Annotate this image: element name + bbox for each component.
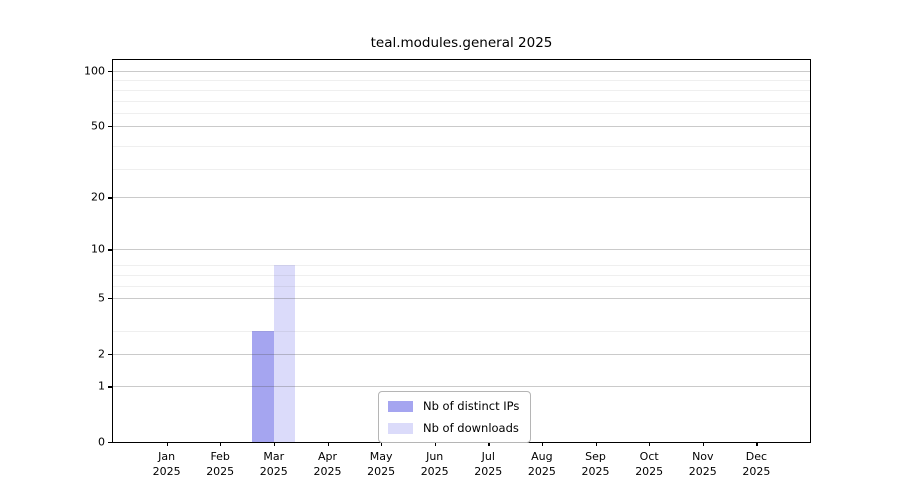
x-tick-mark xyxy=(166,442,168,446)
minor-gridline xyxy=(113,100,810,102)
y-tick-mark xyxy=(108,249,112,251)
x-tick-label: May 2025 xyxy=(351,449,411,479)
x-tick-month: Apr xyxy=(317,450,338,463)
x-tick-label: Apr 2025 xyxy=(298,449,358,479)
x-tick-mark xyxy=(381,442,383,446)
x-tick-month: Mar xyxy=(263,450,285,463)
x-tick-label: Nov 2025 xyxy=(673,449,733,479)
x-tick-month: Feb xyxy=(210,450,230,463)
minor-gridline xyxy=(113,145,810,147)
major-gridline xyxy=(113,249,810,251)
x-tick-year: 2025 xyxy=(420,465,449,478)
x-tick-year: 2025 xyxy=(581,465,610,478)
x-tick-mark xyxy=(702,442,705,446)
x-tick-label: Mar 2025 xyxy=(244,449,304,479)
x-tick-mark xyxy=(220,442,222,446)
minor-gridline xyxy=(113,265,810,267)
minor-gridline xyxy=(113,168,810,170)
minor-gridline xyxy=(113,113,810,114)
major-gridline xyxy=(113,71,810,73)
x-tick-month: Nov xyxy=(692,450,714,463)
y-tick-label: 10 xyxy=(91,242,105,256)
x-tick-year: 2025 xyxy=(527,465,556,478)
x-tick-month: Jul xyxy=(481,450,495,463)
y-tick-mark xyxy=(108,197,112,199)
x-tick-year: 2025 xyxy=(206,465,235,478)
y-tick-label: 20 xyxy=(91,190,105,204)
legend: Nb of distinct IPs Nb of downloads xyxy=(378,391,532,443)
x-tick-month: Jan xyxy=(158,450,176,463)
x-tick-label: Jan 2025 xyxy=(137,449,197,479)
x-tick-month: Aug xyxy=(531,450,553,463)
x-tick-label: Feb 2025 xyxy=(190,449,250,479)
x-tick-year: 2025 xyxy=(635,465,664,478)
y-tick-label: 5 xyxy=(98,291,105,305)
legend-swatch-distinct-ips xyxy=(388,400,413,412)
x-tick-month: Sep xyxy=(585,450,606,463)
minor-gridline xyxy=(113,285,810,287)
x-tick-year: 2025 xyxy=(152,465,181,478)
x-tick-mark xyxy=(541,442,544,446)
bar-nb-of-distinct-ips-mar xyxy=(252,330,274,442)
chart-title: teal.modules.general 2025 xyxy=(370,35,553,51)
legend-label-distinct-ips: Nb of distinct IPs xyxy=(423,399,520,413)
y-tick-mark xyxy=(108,442,112,444)
x-tick-mark xyxy=(649,442,651,446)
y-tick-mark xyxy=(108,126,112,128)
y-tick-label: 50 xyxy=(91,119,105,133)
x-tick-year: 2025 xyxy=(688,465,717,478)
y-tick-label: 1 xyxy=(98,379,105,393)
bar-nb-of-downloads-mar xyxy=(273,265,296,442)
x-tick-month: Oct xyxy=(639,450,659,463)
x-tick-mark xyxy=(756,442,758,446)
x-tick-label: Jul 2025 xyxy=(458,449,518,479)
x-tick-month: Jun xyxy=(426,450,444,463)
legend-label-downloads: Nb of downloads xyxy=(423,421,519,435)
y-tick-mark xyxy=(108,353,112,355)
y-tick-label: 100 xyxy=(84,64,105,78)
y-tick-mark xyxy=(108,386,112,388)
x-tick-year: 2025 xyxy=(259,465,288,478)
x-tick-label: Sep 2025 xyxy=(566,449,626,479)
x-tick-year: 2025 xyxy=(313,465,342,478)
minor-gridline xyxy=(113,330,810,332)
minor-gridline xyxy=(113,274,810,276)
x-tick-year: 2025 xyxy=(474,465,503,478)
y-tick-label: 0 xyxy=(98,435,105,449)
x-tick-label: Aug 2025 xyxy=(512,449,572,479)
x-tick-label: Dec 2025 xyxy=(726,449,786,479)
x-tick-mark xyxy=(434,442,436,446)
x-tick-year: 2025 xyxy=(367,465,396,478)
x-tick-mark xyxy=(273,442,276,446)
y-tick-mark xyxy=(108,71,112,73)
x-tick-mark xyxy=(327,442,329,446)
plot-area: Nb of distinct IPs Nb of downloads 0 1 2 5 1… xyxy=(84,59,811,478)
major-gridline xyxy=(113,197,810,199)
x-tick-month: May xyxy=(369,450,393,463)
major-gridline xyxy=(113,298,810,299)
x-tick-month: Dec xyxy=(745,450,768,463)
legend-swatch-downloads xyxy=(388,422,413,434)
x-tick-label: Oct 2025 xyxy=(619,449,679,479)
x-tick-mark xyxy=(595,442,597,446)
x-tick-mark xyxy=(488,442,490,446)
legend-item-downloads: Nb of downloads xyxy=(388,421,519,435)
minor-gridline xyxy=(113,89,810,91)
minor-gridline xyxy=(113,80,810,82)
major-gridline xyxy=(113,126,810,127)
major-gridline xyxy=(113,353,810,355)
x-tick-label: Jun 2025 xyxy=(405,449,465,479)
y-tick-mark xyxy=(108,298,112,300)
legend-item-distinct-ips: Nb of distinct IPs xyxy=(388,399,519,413)
x-tick-year: 2025 xyxy=(742,465,771,478)
major-gridline xyxy=(113,386,810,388)
y-tick-label: 2 xyxy=(98,347,105,361)
